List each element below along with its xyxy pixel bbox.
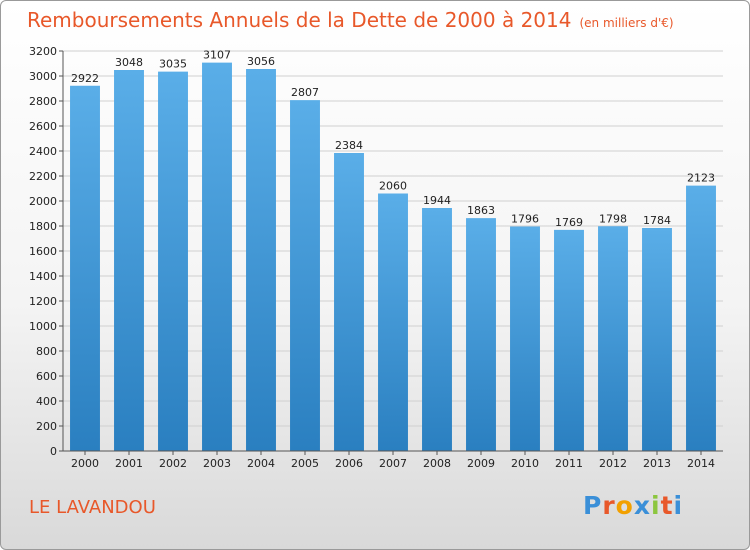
bar-2006	[334, 153, 364, 451]
data-label-2000: 2922	[71, 72, 99, 85]
data-label-2005: 2807	[291, 86, 319, 99]
data-label-2002: 3035	[159, 58, 187, 71]
logo-letter: i	[651, 491, 661, 520]
data-label-2007: 2060	[379, 180, 407, 193]
x-tick-label-2001: 2001	[115, 457, 143, 470]
x-tick-label-2005: 2005	[291, 457, 319, 470]
logo-letter: x	[633, 491, 651, 520]
data-labels: 2922 3048 3035 3107 3056 2807 2384 2060 1944 1863…	[71, 49, 715, 229]
city-name: LE LAVANDOU	[29, 497, 156, 518]
y-tick-label: 1400	[29, 270, 57, 283]
data-label-2013: 1784	[643, 214, 671, 227]
data-label-2008: 1944	[423, 194, 451, 207]
x-tick-label-2004: 2004	[247, 457, 275, 470]
data-label-2001: 3048	[115, 56, 143, 69]
x-tick-label-2014: 2014	[687, 457, 715, 470]
logo-letter: r	[602, 491, 616, 520]
x-tick-label-2007: 2007	[379, 457, 407, 470]
y-tick-label: 1200	[29, 295, 57, 308]
y-tick-label: 400	[36, 395, 57, 408]
bar-2001	[114, 70, 144, 451]
x-tick-label-2008: 2008	[423, 457, 451, 470]
chart-title: Remboursements Annuels de la Dette de 20…	[27, 8, 674, 32]
y-tick-label: 1800	[29, 220, 57, 233]
bar-2010	[510, 226, 540, 451]
y-tick-label: 200	[36, 420, 57, 433]
x-tick-label-2000: 2000	[71, 457, 99, 470]
y-tick-label: 2400	[29, 145, 57, 158]
y-tick-label: 2600	[29, 120, 57, 133]
data-label-2012: 1798	[599, 212, 627, 225]
y-tick-label: 600	[36, 370, 57, 383]
bar-2009	[466, 218, 496, 451]
bar-2008	[422, 208, 452, 451]
x-tick-label-2010: 2010	[511, 457, 539, 470]
data-label-2003: 3107	[203, 49, 231, 62]
data-label-2014: 2123	[687, 172, 715, 185]
y-tick-label: 1000	[29, 320, 57, 333]
bar-2013	[642, 228, 672, 451]
x-axis-ticks: 2000 2001 2002 2003 2004 2005 2006 2007 2008 2009…	[71, 451, 715, 470]
logo-letter: P	[583, 491, 603, 520]
x-tick-label-2006: 2006	[335, 457, 363, 470]
bar-2005	[290, 100, 320, 451]
bar-2000	[70, 85, 100, 451]
bar-2004	[246, 69, 276, 451]
x-tick-label-2009: 2009	[467, 457, 495, 470]
data-label-2010: 1796	[511, 213, 539, 226]
y-tick-label: 800	[36, 345, 57, 358]
logo-letter: o	[615, 491, 634, 520]
bar-2007	[378, 193, 408, 451]
logo-letter: i	[673, 491, 684, 520]
chart-unit: (en milliers d'€)	[579, 16, 674, 30]
proxiti-logo[interactable]: Proxiti	[583, 491, 683, 520]
y-tick-label: 0	[50, 445, 57, 458]
chart-title-text: Remboursements Annuels de la Dette de 20…	[27, 8, 572, 32]
axes	[62, 51, 723, 452]
x-tick-label-2011: 2011	[555, 457, 583, 470]
bar-2012	[598, 226, 628, 451]
y-tick-label: 2000	[29, 195, 57, 208]
bar-2011	[554, 229, 584, 451]
data-label-2011: 1769	[555, 216, 583, 229]
logo-letter: t	[660, 491, 674, 520]
x-tick-label-2002: 2002	[159, 457, 187, 470]
x-tick-label-2012: 2012	[599, 457, 627, 470]
y-tick-label: 2200	[29, 170, 57, 183]
y-tick-label: 3200	[29, 45, 57, 58]
bars	[70, 62, 716, 451]
x-tick-label-2013: 2013	[643, 457, 671, 470]
data-label-2009: 1863	[467, 204, 495, 217]
y-tick-label: 3000	[29, 70, 57, 83]
bar-2014	[686, 185, 716, 451]
y-tick-label: 2800	[29, 95, 57, 108]
data-label-2006: 2384	[335, 139, 363, 152]
y-tick-label: 1600	[29, 245, 57, 258]
y-axis-ticks: 0 200 400 600 800 1000 1200 1400 1600 1800 2000 220…	[29, 45, 63, 458]
bar-2003	[202, 62, 232, 451]
bar-2002	[158, 71, 188, 451]
x-tick-label-2003: 2003	[203, 457, 231, 470]
data-label-2004: 3056	[247, 55, 275, 68]
